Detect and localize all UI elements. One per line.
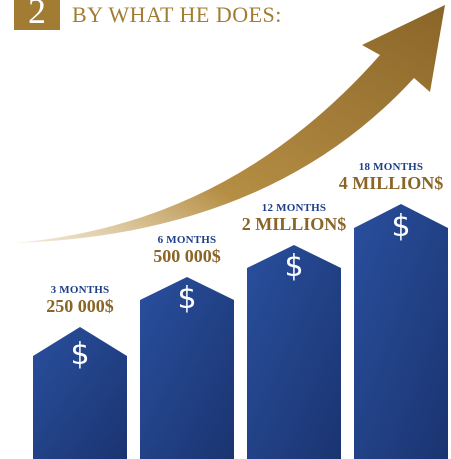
column-label: 18 MONTHS 4 MILLION$ (339, 161, 444, 193)
column-period-label: 3 MONTHS (50, 284, 110, 296)
column-value-label: 250 000$ (46, 296, 114, 316)
column-label: 12 MONTHS 2 MILLION$ (242, 202, 347, 234)
dollar-sign-icon: $ (177, 281, 197, 316)
dollar-sign-icon: $ (70, 337, 90, 372)
column-period-label: 12 MONTHS (261, 202, 327, 214)
chart-bar (247, 245, 341, 459)
column-value-label: 4 MILLION$ (338, 173, 444, 193)
chart-bar (354, 204, 448, 459)
column-period-label: 6 MONTHS (157, 234, 217, 246)
step-number: 2 (28, 0, 46, 30)
headline: BY WHAT HE DOES: (72, 2, 282, 27)
column-value-label: 500 000$ (153, 246, 221, 266)
dollar-sign-icon: $ (391, 209, 411, 244)
trend-arrow (14, 5, 445, 243)
chart-bar (140, 277, 234, 459)
step-number-badge: 2 (14, 0, 60, 30)
column-label: 3 MONTHS 250 000$ (46, 284, 114, 316)
dollar-sign-icon: $ (284, 249, 304, 284)
column-period-label: 18 MONTHS (358, 161, 424, 173)
chart-bar (33, 327, 127, 459)
column-value-label: 2 MILLION$ (241, 214, 347, 234)
column-label: 6 MONTHS 500 000$ (153, 234, 221, 266)
